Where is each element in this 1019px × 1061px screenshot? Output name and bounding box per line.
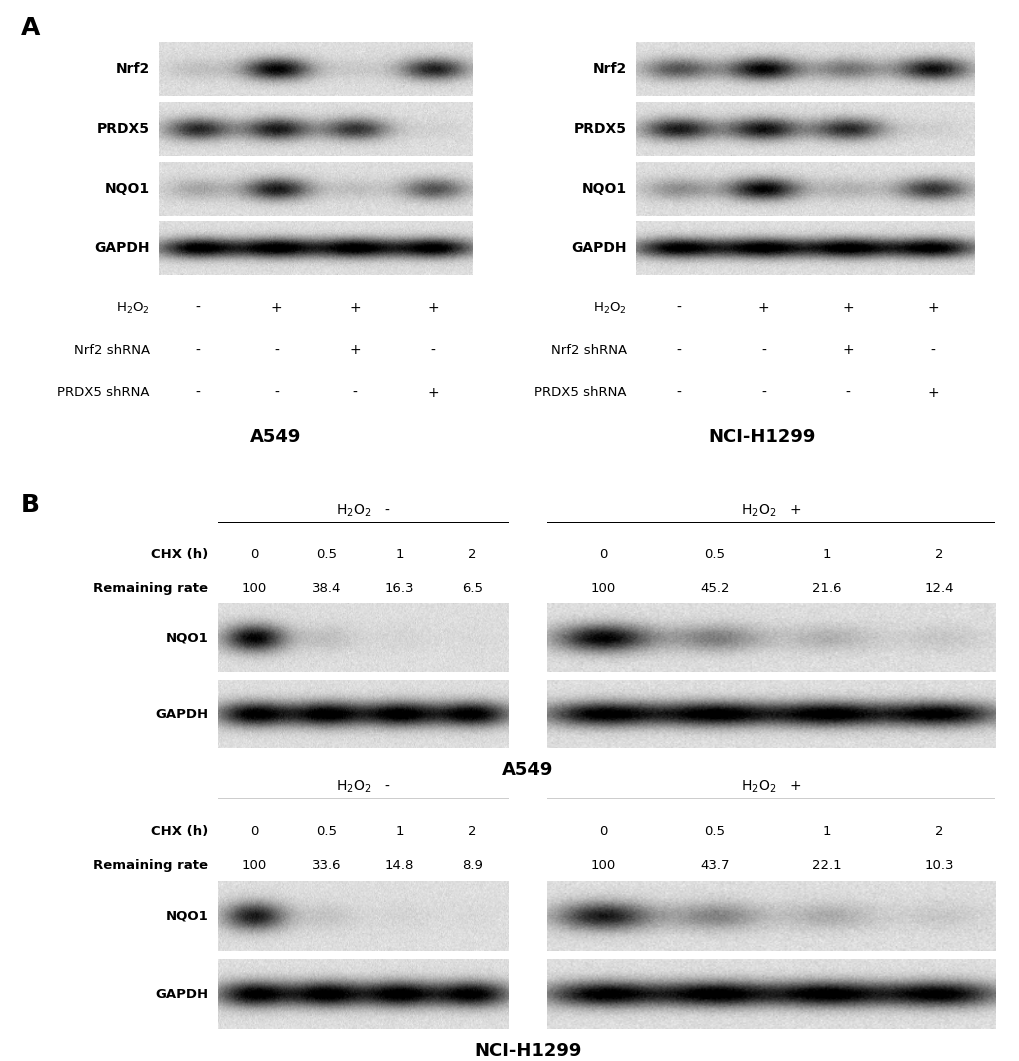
Text: +: + [926,386,937,400]
Text: 0.5: 0.5 [316,825,337,838]
Text: -: - [676,344,681,358]
Text: H$_2$O$_2$   -: H$_2$O$_2$ - [336,778,390,795]
Text: 0: 0 [250,825,258,838]
Text: Nrf2: Nrf2 [115,63,150,76]
Text: -: - [676,301,681,315]
Text: GAPDH: GAPDH [571,241,626,256]
Text: -: - [274,386,278,400]
Text: NQO1: NQO1 [165,631,208,644]
Text: NQO1: NQO1 [105,181,150,195]
Text: 22.1: 22.1 [811,859,841,872]
Text: +: + [842,344,853,358]
Text: 100: 100 [590,859,615,872]
Text: 1: 1 [822,825,830,838]
Text: -: - [430,344,435,358]
Text: 1: 1 [395,825,404,838]
Text: Nrf2: Nrf2 [592,63,626,76]
Text: 6.5: 6.5 [462,581,482,594]
Text: H$_2$O$_2$: H$_2$O$_2$ [592,300,626,316]
Text: 100: 100 [242,581,267,594]
Text: 0.5: 0.5 [704,549,725,561]
Text: +: + [270,301,282,315]
Text: 43.7: 43.7 [700,859,729,872]
Text: H$_2$O$_2$   -: H$_2$O$_2$ - [336,502,390,519]
Text: 100: 100 [242,859,267,872]
Text: 2: 2 [934,825,943,838]
Text: GAPDH: GAPDH [155,988,208,1001]
Text: B: B [20,493,40,518]
Text: 33.6: 33.6 [312,859,341,872]
Text: A549: A549 [501,761,553,779]
Text: NQO1: NQO1 [581,181,626,195]
Text: CHX (h): CHX (h) [151,549,208,561]
Text: 21.6: 21.6 [811,581,841,594]
Text: H$_2$O$_2$   +: H$_2$O$_2$ + [740,778,800,795]
Text: +: + [427,386,438,400]
Text: GAPDH: GAPDH [94,241,150,256]
Text: 0: 0 [598,825,606,838]
Text: GAPDH: GAPDH [155,708,208,720]
Text: -: - [196,386,200,400]
Text: Nrf2 shRNA: Nrf2 shRNA [73,344,150,356]
Text: -: - [760,344,765,358]
Text: 0.5: 0.5 [316,549,337,561]
Text: -: - [760,386,765,400]
Text: NCI-H1299: NCI-H1299 [474,1042,581,1060]
Text: -: - [196,301,200,315]
Text: 1: 1 [395,549,404,561]
Text: CHX (h): CHX (h) [151,825,208,838]
Text: 0: 0 [250,549,258,561]
Text: +: + [926,301,937,315]
Text: Remaining rate: Remaining rate [94,859,208,872]
Text: PRDX5: PRDX5 [97,122,150,136]
Text: +: + [757,301,768,315]
Text: 2: 2 [468,549,476,561]
Text: A549: A549 [250,428,301,446]
Text: NQO1: NQO1 [165,909,208,923]
Text: PRDX5 shRNA: PRDX5 shRNA [57,386,150,399]
Text: PRDX5 shRNA: PRDX5 shRNA [534,386,626,399]
Text: 0.5: 0.5 [704,825,725,838]
Text: -: - [676,386,681,400]
Text: 2: 2 [934,549,943,561]
Text: 0: 0 [598,549,606,561]
Text: A: A [20,16,40,40]
Text: 10.3: 10.3 [923,859,953,872]
Text: +: + [842,301,853,315]
Text: H$_2$O$_2$   +: H$_2$O$_2$ + [740,502,800,519]
Text: 100: 100 [590,581,615,594]
Text: 45.2: 45.2 [700,581,729,594]
Text: 14.8: 14.8 [384,859,414,872]
Text: -: - [274,344,278,358]
Text: Remaining rate: Remaining rate [94,581,208,594]
Text: -: - [929,344,934,358]
Text: NCI-H1299: NCI-H1299 [708,428,815,446]
Text: +: + [348,301,361,315]
Text: 38.4: 38.4 [312,581,341,594]
Text: 1: 1 [822,549,830,561]
Text: +: + [348,344,361,358]
Text: 2: 2 [468,825,476,838]
Text: -: - [196,344,200,358]
Text: -: - [845,386,850,400]
Text: 16.3: 16.3 [384,581,414,594]
Text: +: + [427,301,438,315]
Text: -: - [352,386,357,400]
Text: H$_2$O$_2$: H$_2$O$_2$ [116,300,150,316]
Text: 12.4: 12.4 [923,581,953,594]
Text: PRDX5: PRDX5 [574,122,626,136]
Text: Nrf2 shRNA: Nrf2 shRNA [550,344,626,356]
Text: 8.9: 8.9 [462,859,482,872]
